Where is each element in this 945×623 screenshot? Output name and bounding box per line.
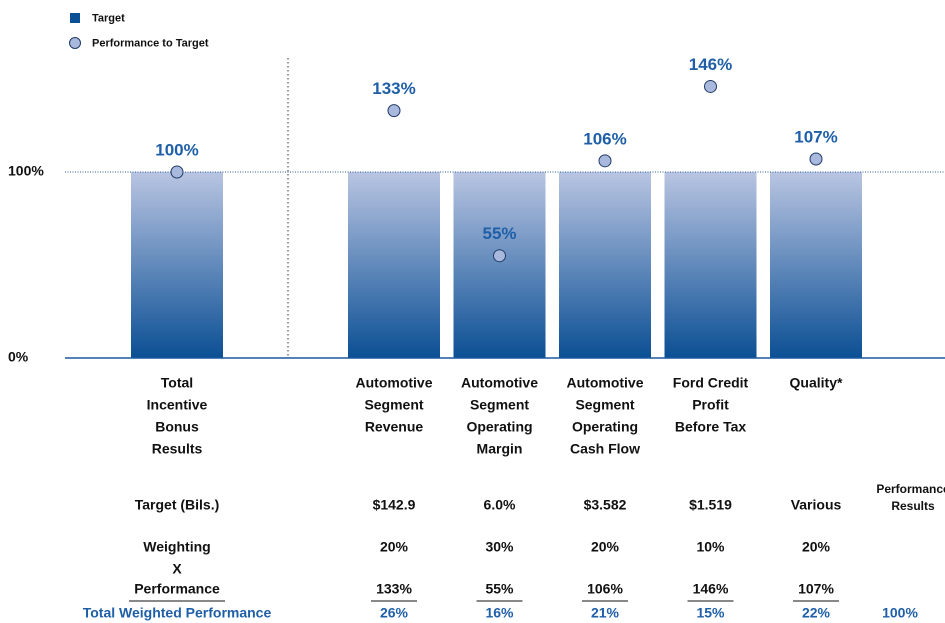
table-cell: 26%	[380, 605, 409, 621]
legend-label: Target	[92, 12, 125, 24]
x-tick-label: Automotive	[567, 375, 644, 391]
table-cell: Various	[791, 497, 842, 513]
performance-point	[387, 104, 401, 118]
x-tick-label: Bonus	[155, 419, 199, 435]
performance-point	[704, 79, 717, 93]
table-cell: 30%	[485, 539, 514, 555]
bar	[348, 172, 440, 358]
table-cell: 16%	[485, 605, 514, 621]
row-label: Target (Bils.)	[135, 497, 220, 513]
performance-point	[598, 154, 612, 168]
value-label: 106%	[583, 129, 626, 148]
table-cell: 20%	[380, 539, 409, 555]
x-tick-label: Before Tax	[675, 419, 747, 435]
x-tick-label: Quality*	[790, 375, 843, 391]
table-cell: 21%	[591, 605, 620, 621]
table-header: Results	[891, 499, 935, 513]
x-tick-label: Segment	[575, 397, 634, 413]
value-label: 55%	[482, 224, 516, 243]
legend-swatch	[69, 37, 81, 49]
table-cell: 15%	[696, 605, 725, 621]
bar	[770, 172, 862, 358]
x-tick-label: Profit	[692, 397, 729, 413]
bar	[559, 172, 651, 358]
value-label: 100%	[155, 140, 198, 159]
table-cell: $3.582	[584, 497, 627, 513]
x-tick-label: Results	[152, 441, 203, 457]
y-tick-label: 100%	[8, 163, 44, 179]
row-label: X	[172, 561, 182, 577]
table-cell: 10%	[696, 539, 725, 555]
table-cell: 22%	[802, 605, 831, 621]
x-tick-label: Segment	[364, 397, 423, 413]
x-tick-label: Incentive	[147, 397, 208, 413]
table-cell: 55%	[485, 581, 514, 597]
performance-point	[493, 249, 506, 263]
performance-point	[809, 152, 823, 166]
legend-label: Performance to Target	[92, 37, 209, 49]
x-tick-label: Total	[161, 375, 193, 391]
row-label: Weighting	[143, 539, 210, 555]
x-tick-label: Operating	[572, 419, 638, 435]
x-tick-label: Ford Credit	[673, 375, 749, 391]
y-tick-label: 0%	[8, 349, 29, 365]
table-cell: 6.0%	[484, 497, 516, 513]
bar	[664, 172, 757, 358]
value-label: 107%	[794, 127, 837, 146]
table-cell: 20%	[802, 539, 831, 555]
x-tick-label: Margin	[477, 441, 523, 457]
bar	[131, 172, 223, 358]
x-tick-label: Segment	[470, 397, 529, 413]
table-cell: $142.9	[373, 497, 416, 513]
table-cell: 100%	[882, 605, 918, 621]
performance-point	[170, 165, 184, 179]
x-tick-label: Automotive	[461, 375, 538, 391]
row-label: Total Weighted Performance	[83, 605, 272, 621]
x-tick-label: Operating	[466, 419, 532, 435]
table-cell: 133%	[376, 581, 412, 597]
x-tick-label: Automotive	[356, 375, 433, 391]
x-tick-label: Cash Flow	[570, 441, 640, 457]
table-cell: 20%	[591, 539, 620, 555]
row-label: Performance	[134, 581, 220, 597]
x-tick-label: Revenue	[365, 419, 424, 435]
table-cell: 106%	[587, 581, 623, 597]
table-cell: 107%	[798, 581, 834, 597]
bar	[453, 172, 546, 358]
value-label: 133%	[372, 79, 415, 98]
table-cell: $1.519	[689, 497, 732, 513]
table-cell: 146%	[693, 581, 729, 597]
value-label: 146%	[689, 55, 732, 74]
table-header: Performance	[876, 482, 945, 496]
legend-swatch	[70, 13, 80, 23]
